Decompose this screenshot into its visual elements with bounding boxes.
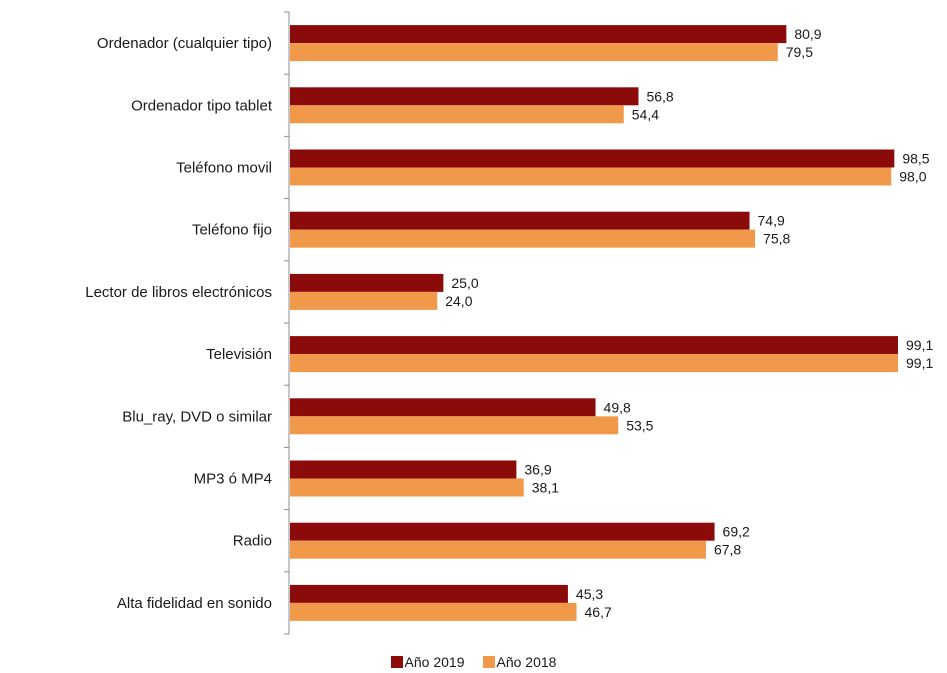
bar-2018 (290, 291, 438, 310)
legend-swatch-2018 (482, 656, 495, 668)
data-label: 54,4 (632, 106, 659, 122)
bar-2019 (290, 87, 639, 106)
category-label: Televisión (206, 346, 272, 363)
bar-2018 (290, 540, 706, 559)
category-label: Alta fidelidad en sonido (117, 595, 272, 612)
legend-item-2019: Año 2019 (390, 654, 465, 670)
data-label: 80,9 (794, 26, 821, 42)
bar-2018 (290, 43, 778, 62)
data-label: 45,3 (576, 586, 603, 602)
bar-2019 (290, 460, 517, 479)
category-label: Teléfono movil (176, 160, 272, 177)
bar-2018 (290, 416, 619, 435)
bar-2019 (290, 211, 750, 230)
bar-2019 (290, 273, 444, 292)
bar-2018 (290, 354, 898, 373)
data-label: 98,0 (899, 169, 926, 185)
data-label: 69,2 (723, 524, 750, 540)
bar-2018 (290, 478, 524, 497)
data-label: 46,7 (585, 604, 612, 620)
data-label: 25,0 (451, 275, 478, 291)
category-label: Ordenador tipo tablet (131, 97, 273, 114)
category-label: MP3 ó MP4 (194, 471, 272, 488)
bar-2019 (290, 149, 895, 168)
legend-item-2018: Año 2018 (482, 654, 557, 670)
data-label: 74,9 (758, 213, 785, 229)
data-label: 49,8 (604, 399, 631, 415)
data-label: 99,1 (906, 355, 933, 371)
bar-2018 (290, 229, 756, 248)
legend-label-2019: Año 2019 (404, 654, 465, 670)
category-label: Blu_ray, DVD o similar (122, 408, 272, 425)
data-label: 75,8 (763, 231, 790, 247)
bar-2018 (290, 105, 624, 124)
legend-swatch-2019 (390, 656, 403, 668)
data-label: 24,0 (445, 293, 472, 309)
data-label: 98,5 (902, 151, 929, 167)
data-label: 67,8 (714, 542, 741, 558)
bar-2019 (290, 398, 596, 417)
data-label: 38,1 (532, 480, 559, 496)
bar-2018 (290, 167, 892, 186)
data-label: 36,9 (524, 462, 551, 478)
data-label: 79,5 (786, 44, 813, 60)
category-label: Teléfono fijo (192, 222, 272, 239)
category-label: Radio (233, 533, 272, 550)
bar-2019 (290, 522, 715, 541)
category-label: Lector de libros electrónicos (85, 284, 272, 301)
chart-legend: Año 2019 Año 2018 (0, 654, 947, 670)
bar-2018 (290, 602, 577, 621)
data-label: 53,5 (626, 417, 653, 433)
bar-2019 (290, 336, 898, 355)
category-label: Ordenador (cualquier tipo) (97, 35, 272, 52)
bar-2019 (290, 584, 568, 603)
legend-label-2018: Año 2018 (496, 654, 557, 670)
bar-2019 (290, 25, 787, 44)
data-label: 99,1 (906, 337, 933, 353)
data-label: 56,8 (646, 88, 673, 104)
